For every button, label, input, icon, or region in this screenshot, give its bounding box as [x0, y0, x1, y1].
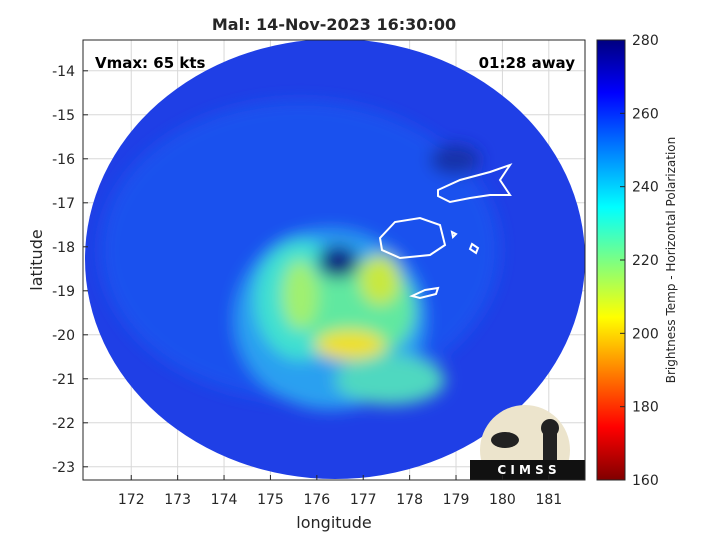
x-tick-label: 180	[489, 492, 516, 508]
y-tick-label: -23	[52, 460, 75, 476]
x-tick-label: 178	[396, 492, 423, 508]
y-tick-label: -14	[52, 64, 75, 80]
colorbar-tick-label: 180	[632, 400, 659, 416]
colorbar-tick-label: 260	[632, 106, 659, 122]
y-tick-label: -22	[52, 416, 75, 432]
y-tick-label: -15	[52, 108, 75, 124]
colorbar-tick-label: 240	[632, 180, 659, 196]
y-tick-label: -21	[52, 372, 75, 388]
plot-frame	[82, 39, 586, 481]
y-tick-label: -19	[52, 284, 75, 300]
x-tick-label: 172	[118, 492, 145, 508]
colorbar-tick-label: 280	[632, 33, 659, 49]
annotation: Vmax: 65 kts	[95, 54, 205, 72]
x-tick-label: 179	[443, 492, 470, 508]
coastlines	[378, 163, 513, 300]
cimss-logo: C I M S S	[470, 405, 585, 480]
y-tick-label: -17	[52, 196, 75, 212]
logo-text: C I M S S	[497, 463, 556, 477]
colorbar-tick-label: 220	[632, 253, 659, 269]
annotation: 01:28 away	[479, 54, 576, 72]
chart-title: Mal: 14-Nov-2023 16:30:00	[212, 15, 456, 34]
x-tick-label: 173	[164, 492, 191, 508]
y-axis-label: latitude	[27, 229, 46, 290]
colorbar-tick-label: 200	[632, 326, 659, 342]
y-tick-label: -18	[52, 240, 75, 256]
colorbar-tick-label: 160	[632, 473, 659, 489]
x-tick-label: 174	[211, 492, 238, 508]
y-tick-label: -16	[52, 152, 75, 168]
x-tick-label: 181	[535, 492, 562, 508]
y-tick-label: -20	[52, 328, 75, 344]
x-tick-label: 176	[303, 492, 330, 508]
x-axis-label: longitude	[296, 513, 371, 532]
x-tick-label: 175	[257, 492, 284, 508]
colorbar-label: Brightness Temp - Horizontal Polarizatio…	[664, 137, 678, 384]
x-tick-label: 177	[350, 492, 377, 508]
swath-image: C I M S S	[85, 40, 585, 480]
